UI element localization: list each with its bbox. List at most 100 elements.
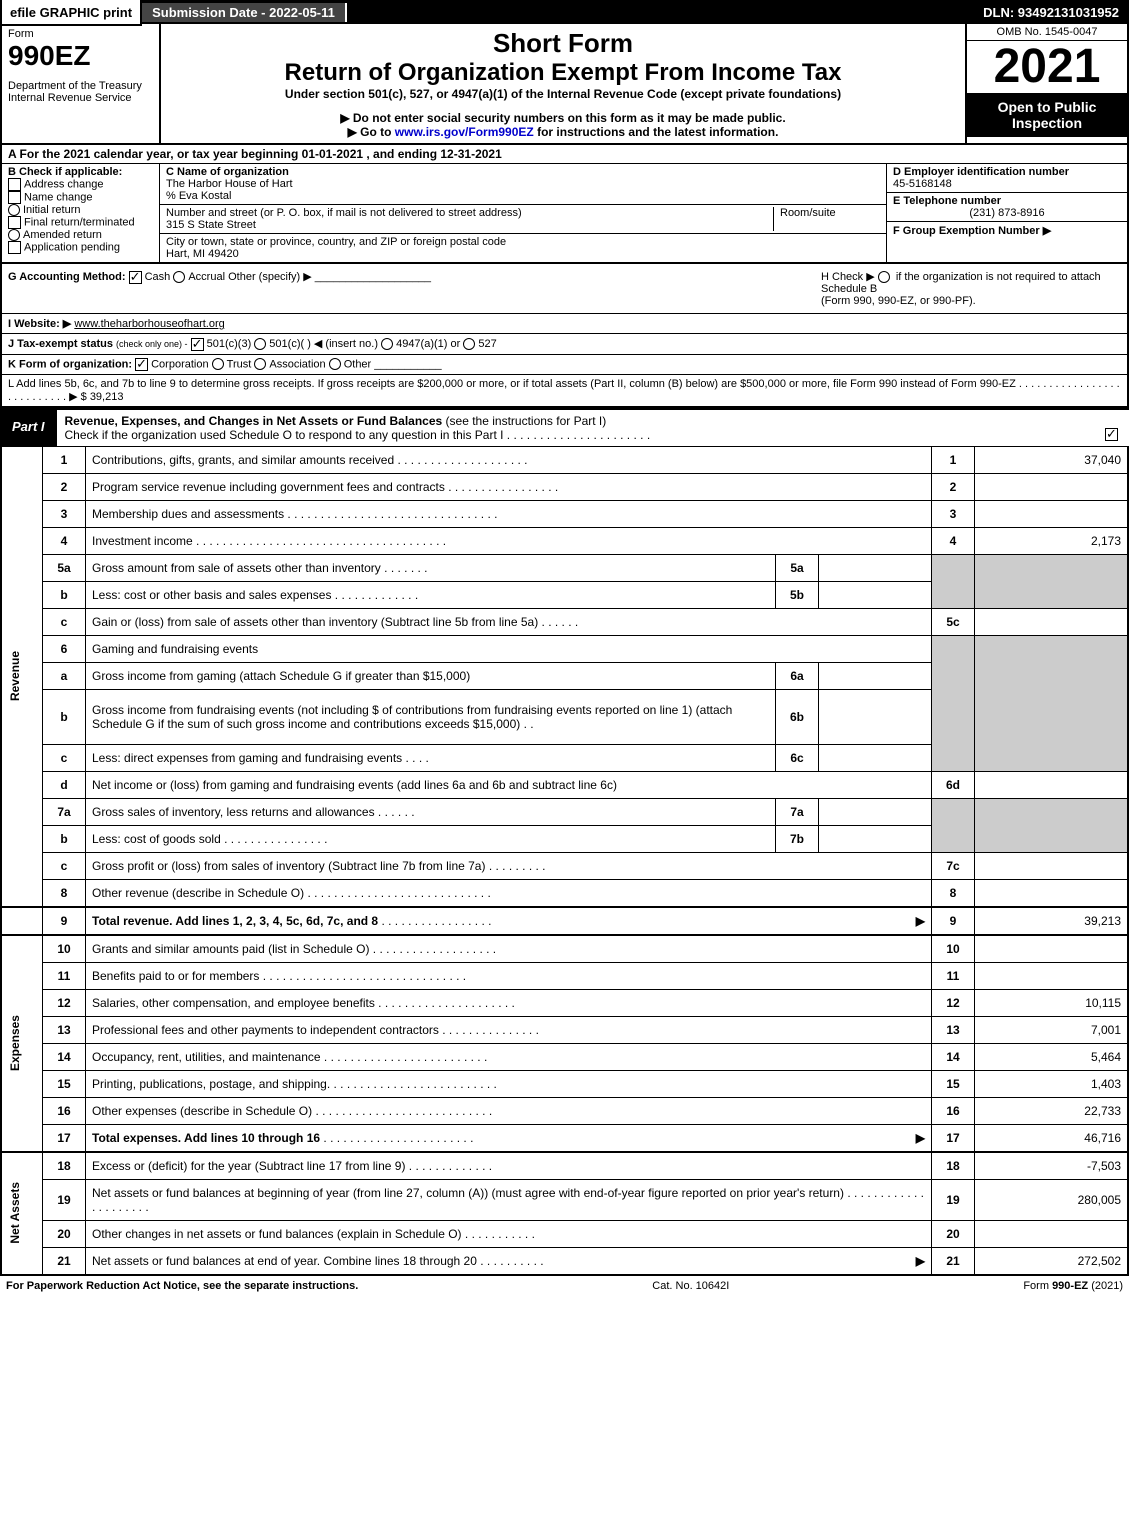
k-o2: Trust xyxy=(227,358,252,370)
header-right: OMB No. 1545-0047 2021 Open to Public In… xyxy=(965,24,1127,143)
l17-ref: 17 xyxy=(932,1124,975,1152)
header-left: Form 990EZ Department of the Treasury In… xyxy=(2,24,161,143)
j-o2-radio[interactable] xyxy=(254,338,266,350)
irs-link[interactable]: www.irs.gov/Form990EZ xyxy=(395,125,534,139)
l9-ref: 9 xyxy=(932,907,975,935)
row-5c: c Gain or (loss) from sale of assets oth… xyxy=(1,608,1128,635)
l7c-val xyxy=(975,852,1129,879)
section-g: G Accounting Method: Cash Accrual Other … xyxy=(8,270,821,307)
l3-ref: 3 xyxy=(932,500,975,527)
row-17: 17 Total expenses. Add lines 10 through … xyxy=(1,1124,1128,1152)
section-a: A For the 2021 calendar year, or tax yea… xyxy=(0,145,1129,163)
k-o3-radio[interactable] xyxy=(254,358,266,370)
l5b-desc: Less: cost or other basis and sales expe… xyxy=(92,588,331,602)
l8-no: 8 xyxy=(43,879,86,907)
l10-no: 10 xyxy=(43,935,86,963)
row-5a: 5a Gross amount from sale of assets othe… xyxy=(1,554,1128,581)
l15-ref: 15 xyxy=(932,1070,975,1097)
l11-desc: Benefits paid to or for members xyxy=(92,969,259,983)
l-amount: ▶ $ 39,213 xyxy=(69,391,123,403)
b-opt-5[interactable]: Application pending xyxy=(8,241,153,254)
k-o4-radio[interactable] xyxy=(329,358,341,370)
title-short: Short Form xyxy=(171,28,955,59)
g-accrual: Accrual xyxy=(188,271,225,283)
j-o3: 4947(a)(1) or xyxy=(396,338,460,350)
l6b-sub: 6b xyxy=(776,689,819,744)
l7c-ref: 7c xyxy=(932,852,975,879)
row-13: 13 Professional fees and other payments … xyxy=(1,1016,1128,1043)
k-o1-check[interactable] xyxy=(135,358,148,371)
part1-checkbox[interactable] xyxy=(1105,428,1118,441)
l9-no: 9 xyxy=(43,907,86,935)
b-opt-1[interactable]: Name change xyxy=(8,191,153,204)
l5c-val xyxy=(975,608,1129,635)
l19-no: 19 xyxy=(43,1179,86,1220)
l6d-ref: 6d xyxy=(932,771,975,798)
g-cash-check[interactable] xyxy=(129,271,142,284)
section-b: B Check if applicable: Address change Na… xyxy=(2,164,160,262)
l14-ref: 14 xyxy=(932,1043,975,1070)
row-6: 6 Gaming and fundraising events xyxy=(1,635,1128,662)
part1-header: Part I Revenue, Expenses, and Changes in… xyxy=(0,408,1129,446)
l6c-desc: Less: direct expenses from gaming and fu… xyxy=(92,751,402,765)
part1-sub: (see the instructions for Part I) xyxy=(446,414,607,428)
section-h: H Check ▶ if the organization is not req… xyxy=(821,270,1121,307)
dln: DLN: 93492131031952 xyxy=(973,3,1129,22)
row-1: Revenue 1 Contributions, gifts, grants, … xyxy=(1,446,1128,473)
j-sub: (check only one) - xyxy=(116,339,188,349)
l18-ref: 18 xyxy=(932,1152,975,1180)
b-opt-4[interactable]: Amended return xyxy=(8,229,153,241)
g-accrual-radio[interactable] xyxy=(173,271,185,283)
l17-no: 17 xyxy=(43,1124,86,1152)
b-opt-1-label: Name change xyxy=(24,191,93,203)
k-o2-radio[interactable] xyxy=(212,358,224,370)
l7-grey xyxy=(932,798,975,852)
main-table: Revenue 1 Contributions, gifts, grants, … xyxy=(0,446,1129,1276)
l6-grey xyxy=(932,635,975,771)
l12-ref: 12 xyxy=(932,989,975,1016)
efile-label: efile GRAPHIC print xyxy=(0,0,142,26)
l3-val xyxy=(975,500,1129,527)
l21-desc: Net assets or fund balances at end of ye… xyxy=(92,1254,477,1268)
footer-right-c: (2021) xyxy=(1088,1280,1123,1292)
l10-ref: 10 xyxy=(932,935,975,963)
l6d-desc: Net income or (loss) from gaming and fun… xyxy=(92,778,617,792)
l2-ref: 2 xyxy=(932,473,975,500)
section-k: K Form of organization: Corporation Trus… xyxy=(0,355,1129,375)
l3-desc: Membership dues and assessments xyxy=(92,507,284,521)
l9-val: 39,213 xyxy=(975,907,1129,935)
row-16: 16 Other expenses (describe in Schedule … xyxy=(1,1097,1128,1124)
b-opt-2-label: Initial return xyxy=(23,204,80,216)
row-7c: c Gross profit or (loss) from sales of i… xyxy=(1,852,1128,879)
part1-check-text: Check if the organization used Schedule … xyxy=(65,428,504,442)
l8-ref: 8 xyxy=(932,879,975,907)
b-opt-3[interactable]: Final return/terminated xyxy=(8,216,153,229)
j-o1-check[interactable] xyxy=(191,338,204,351)
l4-ref: 4 xyxy=(932,527,975,554)
form-name: 990EZ xyxy=(8,40,153,72)
l10-desc: Grants and similar amounts paid (list in… xyxy=(92,942,369,956)
k-o3: Association xyxy=(269,358,325,370)
l7c-desc: Gross profit or (loss) from sales of inv… xyxy=(92,859,485,873)
g-cash: Cash xyxy=(145,271,171,283)
l18-desc: Excess or (deficit) for the year (Subtra… xyxy=(92,1159,405,1173)
l20-ref: 20 xyxy=(932,1220,975,1247)
j-o3-radio[interactable] xyxy=(381,338,393,350)
row-18: Net Assets 18 Excess or (deficit) for th… xyxy=(1,1152,1128,1180)
h-radio[interactable] xyxy=(878,271,890,283)
k-label: K Form of organization: xyxy=(8,358,132,370)
l4-val: 2,173 xyxy=(975,527,1129,554)
j-o4-radio[interactable] xyxy=(463,338,475,350)
header-center: Short Form Return of Organization Exempt… xyxy=(161,24,965,143)
c-street-row: Number and street (or P. O. box, if mail… xyxy=(160,205,886,234)
b-opt-2[interactable]: Initial return xyxy=(8,204,153,216)
l19-val: 280,005 xyxy=(975,1179,1129,1220)
l7a-subval xyxy=(819,798,932,825)
d-label: D Employer identification number xyxy=(893,166,1069,178)
b-opt-0[interactable]: Address change xyxy=(8,178,153,191)
c-name: The Harbor House of Hart xyxy=(166,178,293,190)
row-8: 8 Other revenue (describe in Schedule O)… xyxy=(1,879,1128,907)
g-other: Other (specify) ▶ xyxy=(228,271,312,283)
b-opt-3-label: Final return/terminated xyxy=(24,217,135,229)
public-inspection: Open to Public Inspection xyxy=(967,93,1127,137)
